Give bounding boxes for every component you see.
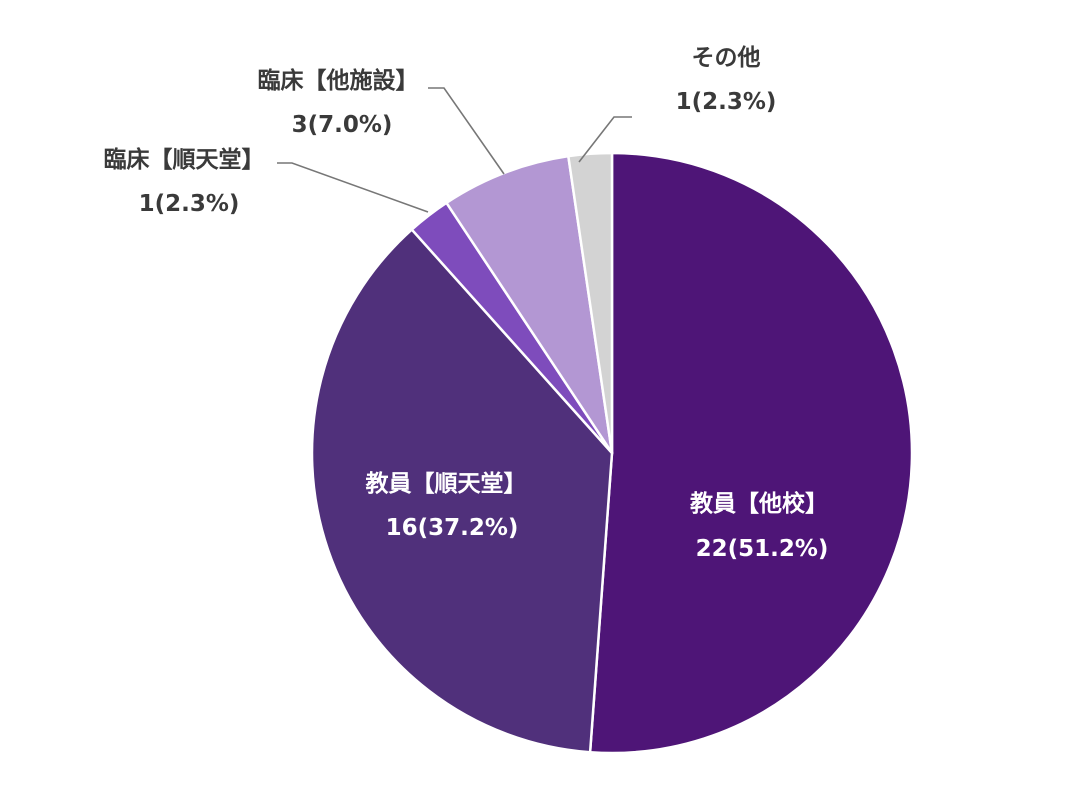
leader-line-other — [578, 116, 632, 163]
slice-label-other: その他 — [692, 45, 761, 71]
slice-label-clinical-other-facility: 臨床【他施設】 — [258, 67, 419, 94]
slice-labels: 教員【他校】 22(51.2%) 教員【順天堂】 16(37.2%) 臨床【順天… — [104, 45, 829, 562]
pie-slice-other — [567, 151, 614, 455]
pie-slice-faculty-other-school — [588, 151, 914, 755]
slice-value-other: 1(2.3%) — [676, 89, 777, 115]
pie-slice-clinical-other-facility — [445, 154, 614, 455]
slice-value-clinical-juntendo: 1(2.3%) — [139, 191, 240, 217]
leader-line-clinical-other-facility — [428, 87, 505, 175]
slice-label-faculty-other-school: 教員【他校】 — [690, 490, 828, 517]
slice-value-faculty-other-school: 22(51.2%) — [696, 536, 829, 562]
slice-label-clinical-juntendo: 臨床【順天堂】 — [104, 146, 265, 173]
slice-value-clinical-other-facility: 3(7.0%) — [292, 112, 393, 138]
slice-label-faculty-juntendo: 教員【順天堂】 — [366, 470, 527, 497]
leader-line-clinical-juntendo — [277, 162, 429, 213]
slice-value-faculty-juntendo: 16(37.2%) — [386, 515, 519, 541]
pie-slice-faculty-juntendo — [310, 228, 614, 754]
pie-slices — [310, 151, 914, 755]
leader-lines — [277, 87, 632, 213]
